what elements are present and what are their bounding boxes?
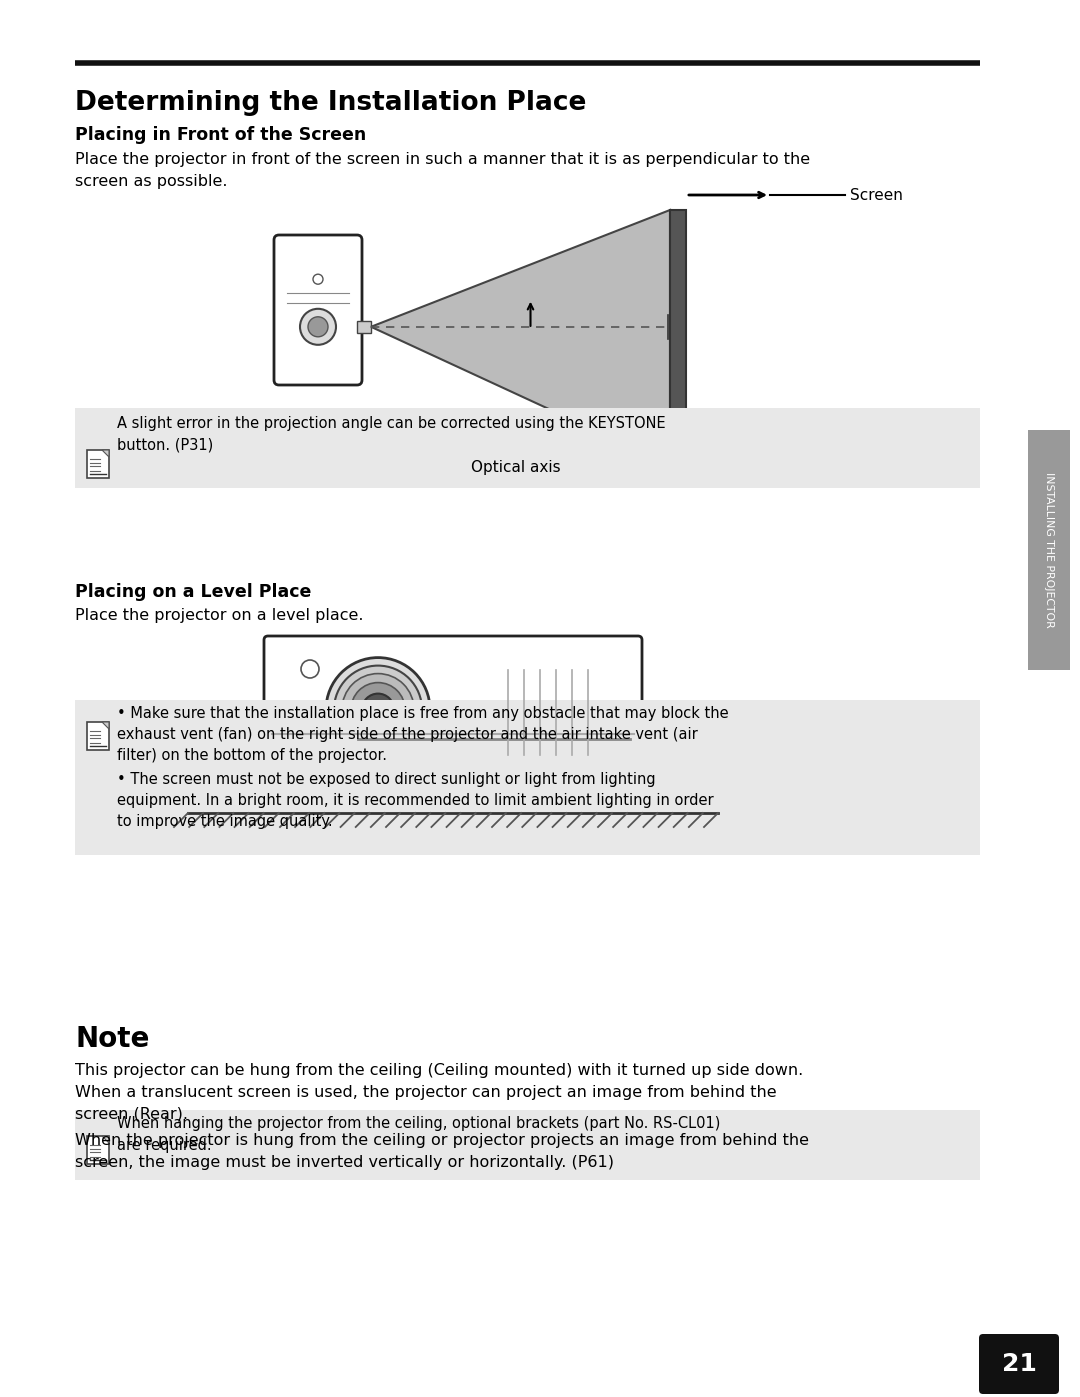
Polygon shape [372,210,670,465]
Polygon shape [102,1136,109,1143]
Text: Screen: Screen [850,187,903,203]
FancyBboxPatch shape [442,782,484,814]
FancyBboxPatch shape [87,1136,109,1164]
Text: This projector can be hung from the ceiling (Ceiling mounted) with it turned up : This projector can be hung from the ceil… [75,1063,804,1122]
Text: A slight error in the projection angle can be corrected using the KEYSTONE
butto: A slight error in the projection angle c… [117,416,665,453]
Circle shape [326,658,430,761]
Bar [75,1111,980,1180]
Text: Optical axis: Optical axis [471,460,561,475]
Text: Placing on a Level Place: Placing on a Level Place [75,583,311,601]
FancyBboxPatch shape [447,742,499,770]
FancyBboxPatch shape [978,1334,1059,1394]
Circle shape [313,274,323,284]
Text: • The screen must not be exposed to direct sunlight or light from lighting
equip: • The screen must not be exposed to dire… [117,773,714,828]
Polygon shape [102,722,109,729]
FancyBboxPatch shape [264,636,642,789]
Bar [357,321,372,332]
Bar [75,408,980,488]
Circle shape [362,693,394,725]
Bar [1028,430,1070,671]
Polygon shape [596,785,624,799]
Text: • Make sure that the installation place is free from any obstacle that may block: • Make sure that the installation place … [117,705,729,763]
Circle shape [342,673,414,746]
Text: 21: 21 [1001,1352,1037,1376]
FancyBboxPatch shape [274,235,362,386]
Bar [670,210,686,465]
Text: Place the projector in front of the screen in such a manner that it is as perpen: Place the projector in front of the scre… [75,152,810,189]
Bar [75,700,980,855]
Text: When the projector is hung from the ceiling or projector projects an image from : When the projector is hung from the ceil… [75,1133,809,1169]
Text: INSTALLING THE PROJECTOR: INSTALLING THE PROJECTOR [1044,472,1054,627]
Circle shape [334,665,422,753]
Circle shape [351,683,405,736]
Text: Placing in Front of the Screen: Placing in Front of the Screen [75,126,366,144]
Text: Place the projector on a level place.: Place the projector on a level place. [75,608,364,623]
Circle shape [301,659,319,678]
Text: Note: Note [75,1025,149,1053]
Text: Determining the Installation Place: Determining the Installation Place [75,89,586,116]
Text: When hanging the projector from the ceiling, optional brackets (part No. RS-CL01: When hanging the projector from the ceil… [117,1116,720,1153]
Circle shape [308,317,328,337]
Circle shape [300,309,336,345]
Polygon shape [282,785,310,799]
FancyBboxPatch shape [87,722,109,750]
FancyBboxPatch shape [87,450,109,478]
Polygon shape [102,450,109,457]
